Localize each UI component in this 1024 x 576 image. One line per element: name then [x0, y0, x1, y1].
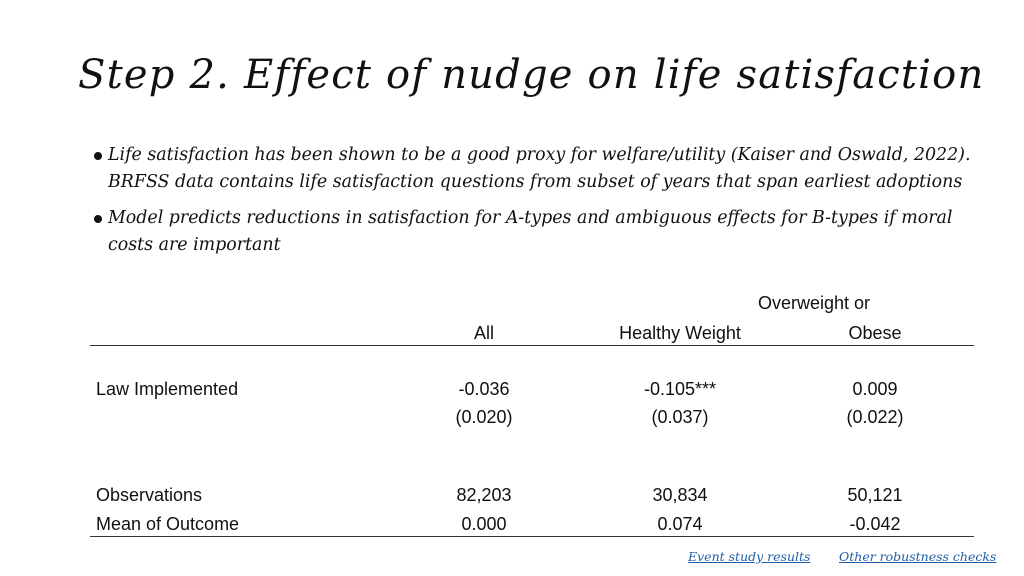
cell-law-healthy-se: (0.037) [651, 407, 709, 427]
cell-law-all-se: (0.020) [455, 407, 513, 427]
header-overweight-line1: Overweight or [757, 293, 871, 313]
row-label-law-implemented: Law Implemented [96, 379, 239, 399]
header-healthy-weight: Healthy Weight [619, 323, 741, 343]
bullet-item-model-predicts: Model predicts reductions in satisfactio… [94, 205, 984, 258]
slide-title: Step 2. Effect of nudge on life satisfac… [78, 52, 985, 98]
bullet-dot-icon [94, 215, 102, 223]
bullet-item-life-satisfaction: Life satisfaction has been shown to be a… [94, 142, 984, 195]
robustness-checks-link[interactable]: Other robustness checks [839, 549, 997, 564]
header-overweight-line2: Obese [848, 323, 902, 343]
bullet-dot-icon [94, 152, 102, 160]
bottom-rule [90, 536, 974, 537]
bullet-list: Life satisfaction has been shown to be a… [94, 142, 984, 268]
cell-law-healthy: -0.105*** [643, 379, 717, 399]
row-label-observations: Observations [96, 485, 203, 505]
row-label-mean-outcome: Mean of Outcome [96, 514, 240, 534]
bullet-text: Model predicts reductions in satisfactio… [108, 208, 953, 255]
cell-law-overweight-se: (0.022) [846, 407, 904, 427]
bullet-text: Life satisfaction has been shown to be a… [108, 145, 971, 192]
cell-mean-healthy: 0.074 [657, 514, 703, 534]
cell-law-overweight: 0.009 [852, 379, 898, 399]
header-all: All [473, 323, 495, 343]
event-study-link[interactable]: Event study results [688, 549, 811, 564]
cell-law-all: -0.036 [458, 379, 510, 399]
cell-mean-overweight: -0.042 [849, 514, 901, 534]
cell-observations-overweight: 50,121 [847, 485, 903, 505]
cell-observations-all: 82,203 [456, 485, 512, 505]
header-rule [90, 345, 974, 346]
cell-mean-all: 0.000 [461, 514, 507, 534]
cell-observations-healthy: 30,834 [652, 485, 708, 505]
